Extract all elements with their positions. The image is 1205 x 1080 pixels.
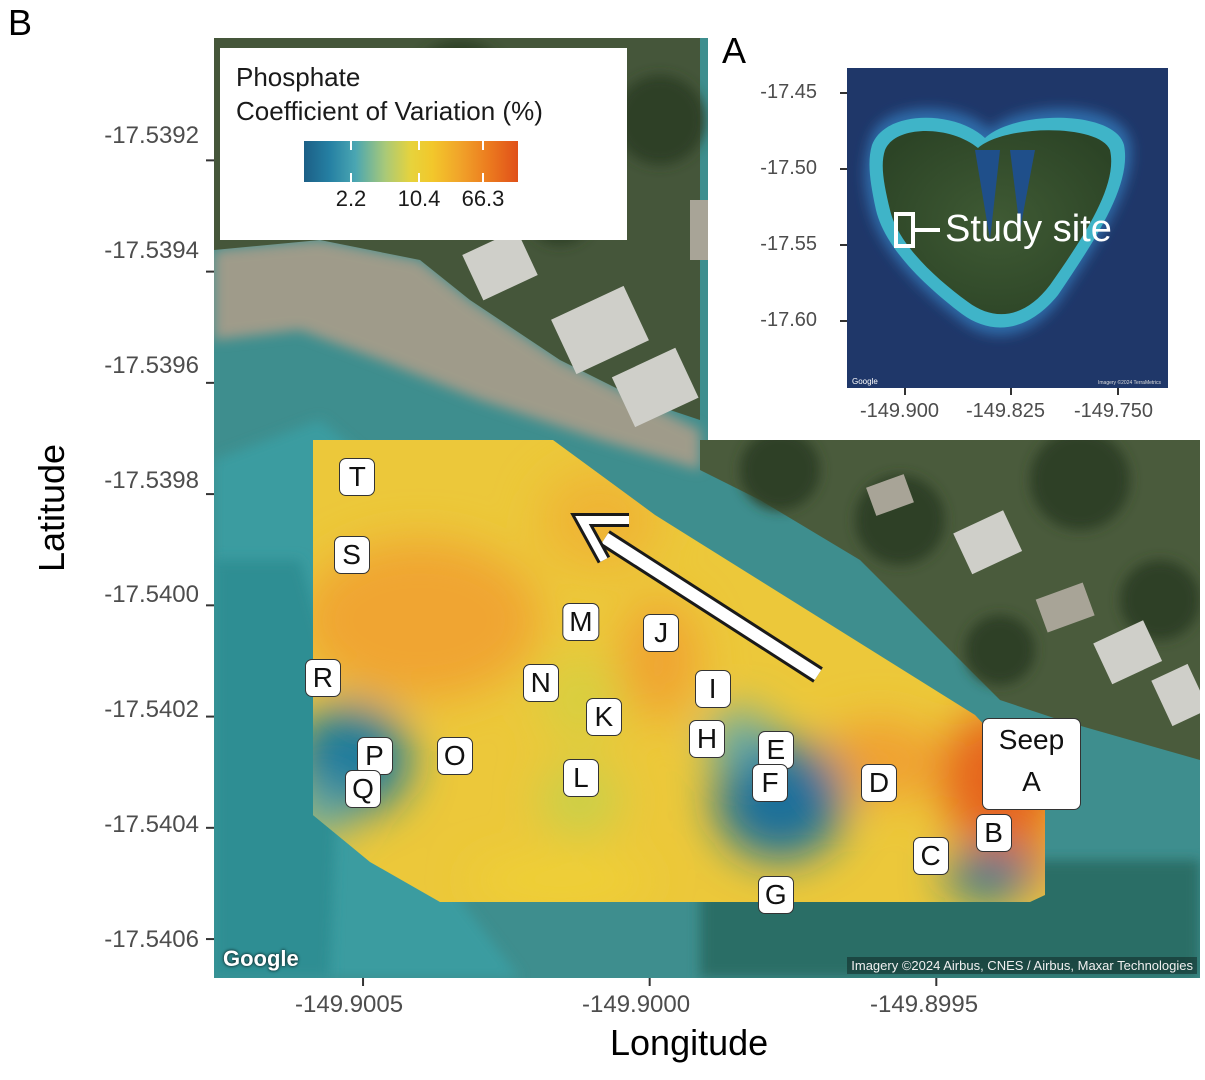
site-label-d: D <box>861 764 897 803</box>
inset-satellite-map <box>847 68 1168 388</box>
site-label-t: T <box>339 458 376 497</box>
site-label-r: R <box>304 658 341 697</box>
y-tick-label: -17.5406 <box>104 926 199 953</box>
site-label-i: I <box>694 669 731 708</box>
site-label-l: L <box>562 758 599 797</box>
legend-label: 10.4 <box>397 186 441 211</box>
inset-y-tick-label: -17.55 <box>760 233 817 255</box>
inset-y-tick-label: -17.50 <box>760 157 817 179</box>
site-label-p: P <box>356 736 393 775</box>
site-label-e: E <box>757 731 794 769</box>
google-logo: Google <box>223 946 299 971</box>
main-axis-ticks <box>206 159 938 986</box>
y-tick-label: -17.5404 <box>104 811 199 838</box>
legend-label: 66.3 <box>461 186 505 211</box>
site-label-k: K <box>585 697 622 736</box>
flow-direction-arrow <box>570 513 823 683</box>
legend-tick <box>350 141 352 150</box>
legend-tick <box>350 173 352 182</box>
site-label-j: J <box>643 614 680 653</box>
legend-label: 2.2 <box>335 186 367 211</box>
inset-axis-ticks <box>840 92 1119 395</box>
site-label-n: N <box>522 664 559 703</box>
legend-tick <box>482 141 484 150</box>
x-tick-label: -149.9000 <box>582 991 691 1018</box>
x-tick-label: -149.9005 <box>295 991 404 1018</box>
inset-y-tick-label: -17.45 <box>760 81 817 103</box>
y-tick-label: -17.5398 <box>104 467 199 494</box>
site-label-f: F <box>752 764 789 803</box>
x-tick-label: -149.8995 <box>870 991 979 1018</box>
seep-label-line1: Seep <box>998 724 1065 755</box>
study-site-label: Study site <box>945 208 1112 250</box>
site-label-q: Q <box>345 769 381 808</box>
panel-b-letter: B <box>8 2 33 43</box>
y-tick-label: -17.5400 <box>104 581 199 608</box>
site-label-c: C <box>912 836 949 875</box>
site-label-m: M <box>562 603 600 641</box>
site-label-h: H <box>689 719 725 758</box>
legend-colorbar <box>304 141 518 182</box>
inset-x-tick-label: -149.750 <box>1074 400 1153 422</box>
site-label-o: O <box>436 736 473 775</box>
legend-title-line1: Phosphate <box>236 62 361 92</box>
y-tick-label: -17.5402 <box>104 696 199 723</box>
seep-a-label: Seep A <box>982 718 1081 810</box>
legend-title: Phosphate Coefficient of Variation (%) <box>236 60 543 128</box>
y-tick-label: -17.5394 <box>104 237 199 264</box>
imagery-attribution: Imagery ©2024 Airbus, CNES / Airbus, Max… <box>847 957 1197 974</box>
site-label-s: S <box>333 536 370 575</box>
y-axis-title: Latitude <box>31 443 72 573</box>
site-label-b: B <box>975 814 1012 853</box>
inset-x-tick-label: -149.900 <box>860 400 939 422</box>
x-axis-title: Longitude <box>610 1022 769 1063</box>
legend-tick <box>482 173 484 182</box>
inset-attribution: Imagery ©2024 TerraMetrics <box>1098 380 1162 386</box>
inset-google-logo: Google <box>852 377 878 386</box>
legend-title-line2: Coefficient of Variation (%) <box>236 96 543 126</box>
seep-label-line2: A <box>1022 766 1041 797</box>
inset-x-tick-label: -149.825 <box>966 400 1045 422</box>
legend-tick <box>418 141 420 150</box>
inset-y-tick-label: -17.60 <box>760 309 817 331</box>
legend-tick <box>418 173 420 182</box>
y-tick-label: -17.5392 <box>104 122 199 149</box>
color-legend: Phosphate Coefficient of Variation (%) 2… <box>220 48 627 240</box>
site-label-g: G <box>757 875 794 914</box>
y-tick-label: -17.5396 <box>104 352 199 379</box>
panel-a-letter: A <box>722 30 747 71</box>
